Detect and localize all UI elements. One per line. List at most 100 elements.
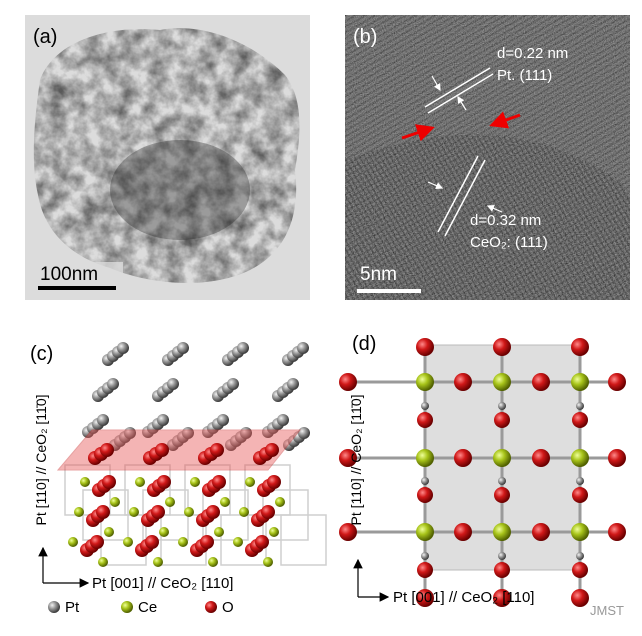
fringe-arrow	[486, 205, 503, 213]
fringe-marker	[444, 159, 486, 237]
red-atom	[200, 535, 214, 549]
red-atom	[96, 505, 110, 519]
gray-atom	[97, 414, 109, 426]
scale-bar-label: 100nm	[40, 264, 98, 285]
red-atom	[261, 505, 275, 519]
red-atom	[571, 589, 589, 607]
red-atom	[339, 449, 357, 467]
legend-label: Ce	[138, 599, 157, 616]
gray-atom	[157, 414, 169, 426]
green-atom	[233, 537, 243, 547]
d-spacing-label: d=0.32 nm	[470, 212, 541, 229]
gray-atom	[217, 414, 229, 426]
panel-a: 100nm (a)	[25, 15, 310, 300]
green-atom	[74, 507, 84, 517]
green-atom	[493, 523, 511, 541]
lattice-bond-frame	[280, 514, 327, 566]
red-atom	[151, 505, 165, 519]
gray-atom	[576, 402, 584, 410]
fringe-arrow	[431, 75, 441, 92]
green-atom	[153, 557, 163, 567]
fringe-arrow	[427, 181, 444, 189]
gray-atom	[576, 552, 584, 560]
green-atom	[159, 527, 169, 537]
red-atom	[417, 487, 433, 503]
interface-arrow	[401, 124, 435, 142]
panel-label: (d)	[352, 333, 376, 355]
green-atom	[245, 477, 255, 487]
legend-label: O	[222, 599, 234, 616]
red-atom	[90, 535, 104, 549]
red-atom	[417, 412, 433, 428]
green-atom	[184, 507, 194, 517]
red-atom	[102, 475, 116, 489]
fringe-arrow	[457, 95, 467, 111]
red-atom	[493, 338, 511, 356]
red-atom	[145, 535, 159, 549]
gray-atom	[421, 552, 429, 560]
gray-atom	[287, 378, 299, 390]
green-atom	[68, 537, 78, 547]
fringe-marker	[424, 67, 491, 108]
red-atom	[265, 443, 279, 457]
gray-atom	[576, 477, 584, 485]
red-atom	[454, 449, 472, 467]
green-atom	[190, 477, 200, 487]
red-atom	[532, 449, 550, 467]
red-atom	[206, 505, 220, 519]
red-atom	[571, 338, 589, 356]
gray-atom	[237, 342, 249, 354]
fringe-marker	[427, 73, 494, 114]
gray-atom	[277, 414, 289, 426]
horizontal-axis-label: Pt [001] // CeO₂ [110]	[393, 589, 534, 606]
legend-marker	[205, 601, 217, 613]
green-atom	[178, 537, 188, 547]
gray-atom	[107, 378, 119, 390]
red-atom	[454, 523, 472, 541]
green-atom	[263, 557, 273, 567]
red-atom	[572, 562, 588, 578]
gray-atom	[117, 342, 129, 354]
green-atom	[104, 527, 114, 537]
gray-atom	[498, 402, 506, 410]
red-atom	[267, 475, 281, 489]
green-atom	[416, 523, 434, 541]
legend-marker	[48, 601, 60, 613]
red-atom	[608, 449, 626, 467]
red-atom	[155, 443, 169, 457]
red-atom	[572, 412, 588, 428]
red-atom	[212, 475, 226, 489]
green-atom	[269, 527, 279, 537]
plane-label: CeO₂: (111)	[470, 234, 548, 251]
vertical-axis-label: Pt [110] // CeO₂ [11̄0]	[33, 395, 49, 526]
red-atom	[417, 562, 433, 578]
green-atom	[80, 477, 90, 487]
gray-atom	[177, 342, 189, 354]
panel-b: d=0.22 nm Pt. (111) d=0.32 nm CeO₂: (111…	[345, 15, 630, 300]
green-atom	[571, 523, 589, 541]
d-spacing-label: d=0.22 nm	[497, 45, 568, 62]
red-atom	[416, 338, 434, 356]
watermark: JMST	[590, 603, 624, 618]
green-atom	[165, 497, 175, 507]
panel-label: (b)	[353, 26, 377, 48]
scale-bar-label: 5nm	[360, 264, 397, 285]
interface-arrow	[489, 111, 521, 129]
green-atom	[135, 477, 145, 487]
red-atom	[210, 443, 224, 457]
crystal-model	[56, 342, 327, 567]
green-atom	[493, 449, 511, 467]
green-atom	[416, 373, 434, 391]
red-atom	[416, 589, 434, 607]
green-atom	[208, 557, 218, 567]
gray-atom	[498, 477, 506, 485]
panel-label: (a)	[33, 26, 57, 48]
plane-label: Pt. (111)	[497, 67, 552, 84]
lattice-model	[339, 338, 626, 607]
green-atom	[98, 557, 108, 567]
green-atom	[275, 497, 285, 507]
green-atom	[214, 527, 224, 537]
green-atom	[220, 497, 230, 507]
green-atom	[239, 507, 249, 517]
green-atom	[571, 373, 589, 391]
